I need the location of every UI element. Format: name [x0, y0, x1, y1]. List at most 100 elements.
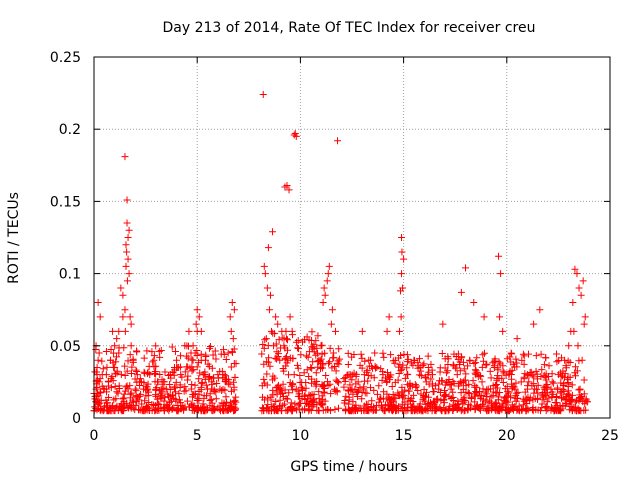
- data-point: [427, 375, 435, 383]
- data-point: [209, 405, 217, 413]
- data-point: [421, 397, 429, 405]
- data-point: [117, 371, 125, 379]
- data-point: [375, 382, 383, 390]
- data-point: [183, 352, 191, 360]
- data-point: [117, 284, 125, 292]
- data-point: [559, 381, 567, 389]
- tick-labels: 0 5 10 15 20 25 0 0.05 0.1 0.15 0.2 0.25: [50, 50, 619, 444]
- data-point: [140, 385, 148, 393]
- data-point: [265, 407, 273, 415]
- data-point: [282, 327, 290, 335]
- data-point: [537, 372, 545, 380]
- data-point: [112, 353, 120, 361]
- data-point: [371, 349, 379, 357]
- data-point: [428, 380, 436, 388]
- data-point: [318, 392, 326, 400]
- data-point: [141, 397, 149, 405]
- data-point: [472, 371, 480, 379]
- data-point: [259, 340, 267, 348]
- data-point: [152, 342, 160, 350]
- data-point: [349, 398, 357, 406]
- data-point: [478, 378, 486, 386]
- data-point: [368, 362, 376, 370]
- data-point: [333, 378, 341, 386]
- data-point: [230, 407, 238, 415]
- data-point: [457, 389, 465, 397]
- data-point: [121, 153, 129, 161]
- data-point: [407, 406, 415, 414]
- data-point: [285, 186, 293, 194]
- data-point: [401, 374, 409, 382]
- data-point: [140, 354, 148, 362]
- data-point: [283, 182, 291, 190]
- data-point: [172, 378, 180, 386]
- data-point: [195, 375, 203, 383]
- data-point: [466, 356, 474, 364]
- data-point: [406, 397, 414, 405]
- data-point: [298, 385, 306, 393]
- grid-layer: [94, 57, 610, 418]
- data-point: [340, 383, 348, 391]
- data-point: [213, 379, 221, 387]
- data-point: [358, 354, 366, 362]
- data-point: [478, 363, 486, 371]
- data-point: [460, 365, 468, 373]
- data-point: [579, 277, 587, 285]
- data-point: [227, 363, 235, 371]
- data-point: [279, 380, 287, 388]
- data-point: [398, 365, 406, 373]
- data-point: [509, 360, 517, 368]
- data-point: [520, 360, 528, 368]
- data-point: [533, 385, 541, 393]
- data-point: [107, 356, 115, 364]
- data-point: [565, 342, 573, 350]
- data-point: [582, 406, 590, 414]
- data-point: [310, 341, 318, 349]
- data-point: [479, 351, 487, 359]
- data-point: [325, 359, 333, 367]
- data-point: [202, 381, 210, 389]
- data-point: [465, 400, 473, 408]
- data-point: [219, 346, 227, 354]
- data-point: [125, 226, 133, 234]
- data-point: [154, 378, 162, 386]
- data-point: [263, 381, 271, 389]
- data-point: [113, 388, 121, 396]
- data-point: [484, 385, 492, 393]
- data-point: [158, 388, 166, 396]
- data-point: [283, 395, 291, 403]
- data-point: [177, 371, 185, 379]
- data-point: [340, 375, 348, 383]
- data-point: [211, 347, 219, 355]
- data-point: [542, 354, 550, 362]
- data-point: [424, 363, 432, 371]
- data-point: [336, 355, 344, 363]
- data-point: [449, 393, 457, 401]
- data-point: [396, 361, 404, 369]
- data-point: [104, 378, 112, 386]
- data-point: [497, 270, 505, 278]
- data-point: [518, 406, 526, 414]
- data-point: [269, 228, 277, 236]
- data-point: [286, 313, 294, 321]
- data-point: [356, 383, 364, 391]
- data-point: [199, 371, 207, 379]
- data-point: [460, 398, 468, 406]
- data-point: [304, 401, 312, 409]
- data-point: [278, 334, 286, 342]
- data-point: [143, 402, 151, 410]
- data-point: [499, 367, 507, 375]
- data-point: [171, 347, 179, 355]
- data-point: [473, 354, 481, 362]
- data-point: [131, 385, 139, 393]
- data-point: [366, 384, 374, 392]
- data-point: [489, 382, 497, 390]
- data-point: [129, 398, 137, 406]
- data-point: [303, 400, 311, 408]
- data-point: [271, 354, 279, 362]
- data-point: [302, 384, 310, 392]
- data-point: [479, 357, 487, 365]
- data-point: [352, 401, 360, 409]
- data-point: [574, 342, 582, 350]
- data-point: [120, 394, 128, 402]
